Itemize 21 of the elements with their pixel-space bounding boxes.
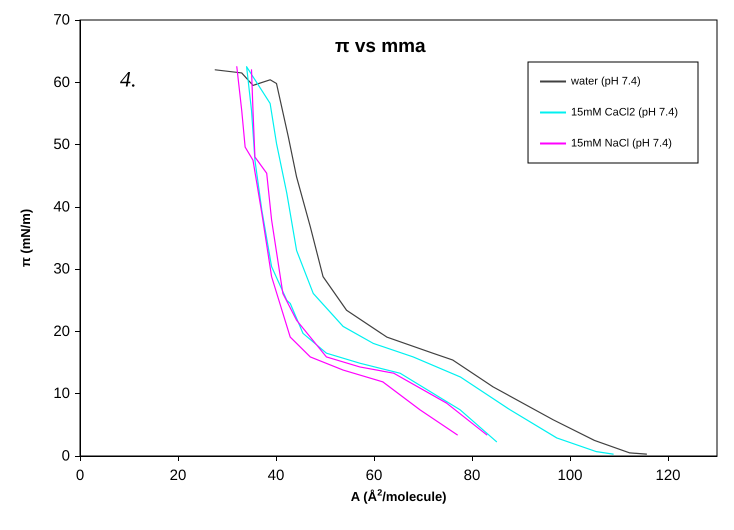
y-tick-label: 0 <box>62 448 70 464</box>
y-tick-label: 20 <box>53 322 70 340</box>
y-tick-label: 70 <box>53 12 70 28</box>
x-tick-label: 100 <box>557 467 583 484</box>
legend-label: water (pH 7.4) <box>570 76 641 88</box>
x-tick-label: 60 <box>366 467 382 484</box>
legend-label: 15mM NaCl (pH 7.4) <box>571 138 672 150</box>
y-tick-label: 60 <box>53 74 70 91</box>
x-tick-label: 40 <box>268 467 284 484</box>
y-tick-label: 50 <box>53 136 70 154</box>
y-tick-label: 30 <box>53 260 70 278</box>
annotation: 4. <box>120 66 136 92</box>
y-tick-label: 10 <box>53 385 70 402</box>
x-tick-label: 120 <box>655 467 681 484</box>
x-tick-label: 20 <box>170 467 186 484</box>
x-tick-label: 80 <box>464 467 480 484</box>
legend-label: 15mM CaCl2 (pH 7.4) <box>571 106 678 118</box>
y-tick-label: 40 <box>53 198 70 216</box>
y-axis-title: π (mN/m) <box>18 208 33 268</box>
text: π vs mma <box>335 36 426 57</box>
x-tick-label: 0 <box>76 467 84 484</box>
